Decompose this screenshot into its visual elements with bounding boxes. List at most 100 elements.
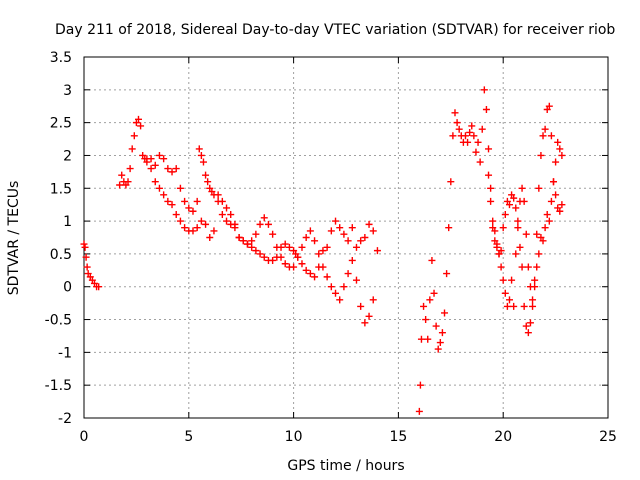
data-point xyxy=(552,191,560,199)
data-point xyxy=(281,260,289,268)
data-point xyxy=(466,128,474,136)
data-point xyxy=(487,197,495,205)
data-point xyxy=(552,158,560,166)
data-point xyxy=(522,322,530,330)
data-point xyxy=(499,224,507,232)
data-point xyxy=(124,178,132,186)
data-point xyxy=(189,227,197,235)
data-point xyxy=(514,224,522,232)
data-point xyxy=(137,122,145,130)
data-point xyxy=(485,171,493,179)
data-point xyxy=(231,220,239,228)
data-point xyxy=(243,240,251,248)
data-point xyxy=(432,322,440,330)
data-point xyxy=(478,125,486,133)
data-point xyxy=(516,243,524,251)
data-point xyxy=(82,253,90,261)
data-point xyxy=(248,237,256,245)
data-point xyxy=(434,345,442,353)
data-point xyxy=(537,151,545,159)
data-point xyxy=(485,145,493,153)
data-point xyxy=(172,165,180,173)
x-axis-tick-labels: 0 5 10 15 20 25 xyxy=(80,429,617,445)
data-point xyxy=(531,276,539,284)
data-point xyxy=(501,289,509,297)
data-point xyxy=(472,148,480,156)
data-points xyxy=(80,86,566,415)
y-tick-label: -2 xyxy=(58,411,72,427)
data-point xyxy=(143,155,151,163)
data-point xyxy=(541,224,549,232)
data-point xyxy=(535,250,543,258)
data-point xyxy=(252,230,260,238)
data-point xyxy=(302,266,310,274)
data-point xyxy=(189,207,197,215)
data-point xyxy=(365,220,373,228)
data-point xyxy=(510,302,518,310)
data-point xyxy=(311,237,319,245)
x-tick-label: 25 xyxy=(599,429,617,445)
data-point xyxy=(260,253,268,261)
data-point xyxy=(541,125,549,133)
x-tick-label: 5 xyxy=(184,429,193,445)
data-point xyxy=(501,211,509,219)
data-point xyxy=(202,220,210,228)
data-point xyxy=(554,138,562,146)
data-point xyxy=(529,296,537,304)
data-point xyxy=(535,184,543,192)
data-point xyxy=(176,184,184,192)
data-point xyxy=(512,250,520,258)
y-tick-label: 3 xyxy=(63,83,72,99)
data-point xyxy=(197,217,205,225)
data-point xyxy=(80,240,88,248)
data-point xyxy=(281,240,289,248)
data-point xyxy=(424,335,432,343)
y-axis-title: SDTVAR / TECUs xyxy=(6,181,22,296)
data-point xyxy=(199,158,207,166)
data-point xyxy=(533,230,541,238)
data-point xyxy=(352,243,360,251)
data-point xyxy=(298,260,306,268)
data-point xyxy=(327,283,335,291)
data-point xyxy=(438,329,446,337)
data-point xyxy=(417,335,425,343)
data-point xyxy=(155,184,163,192)
data-point xyxy=(447,178,455,186)
data-point xyxy=(558,201,566,209)
data-point xyxy=(336,296,344,304)
data-point xyxy=(453,119,461,127)
data-point xyxy=(151,178,159,186)
data-point xyxy=(256,250,264,258)
series-arc-2 xyxy=(116,115,381,281)
grid xyxy=(84,57,608,418)
data-point xyxy=(352,276,360,284)
data-point xyxy=(95,283,103,291)
data-point xyxy=(449,132,457,140)
data-point xyxy=(210,227,218,235)
data-point xyxy=(164,197,172,205)
data-point xyxy=(493,240,501,248)
data-point xyxy=(510,194,518,202)
data-point xyxy=(168,168,176,176)
data-point xyxy=(155,151,163,159)
data-point xyxy=(518,184,526,192)
data-point xyxy=(524,263,532,271)
data-point xyxy=(514,217,522,225)
data-point xyxy=(520,197,528,205)
data-point xyxy=(294,253,302,261)
data-point xyxy=(134,115,142,123)
data-point xyxy=(130,132,138,140)
data-point xyxy=(512,204,520,212)
data-point xyxy=(451,109,459,117)
data-point xyxy=(116,181,124,189)
chart-title: Day 211 of 2018, Sidereal Day-to-day VTE… xyxy=(55,22,615,38)
data-point xyxy=(474,138,482,146)
y-tick-label: 1 xyxy=(63,214,72,230)
data-point xyxy=(218,211,226,219)
data-point xyxy=(302,234,310,241)
data-point xyxy=(315,250,323,258)
data-point xyxy=(193,197,201,205)
data-point xyxy=(480,86,488,94)
data-point xyxy=(497,247,505,255)
